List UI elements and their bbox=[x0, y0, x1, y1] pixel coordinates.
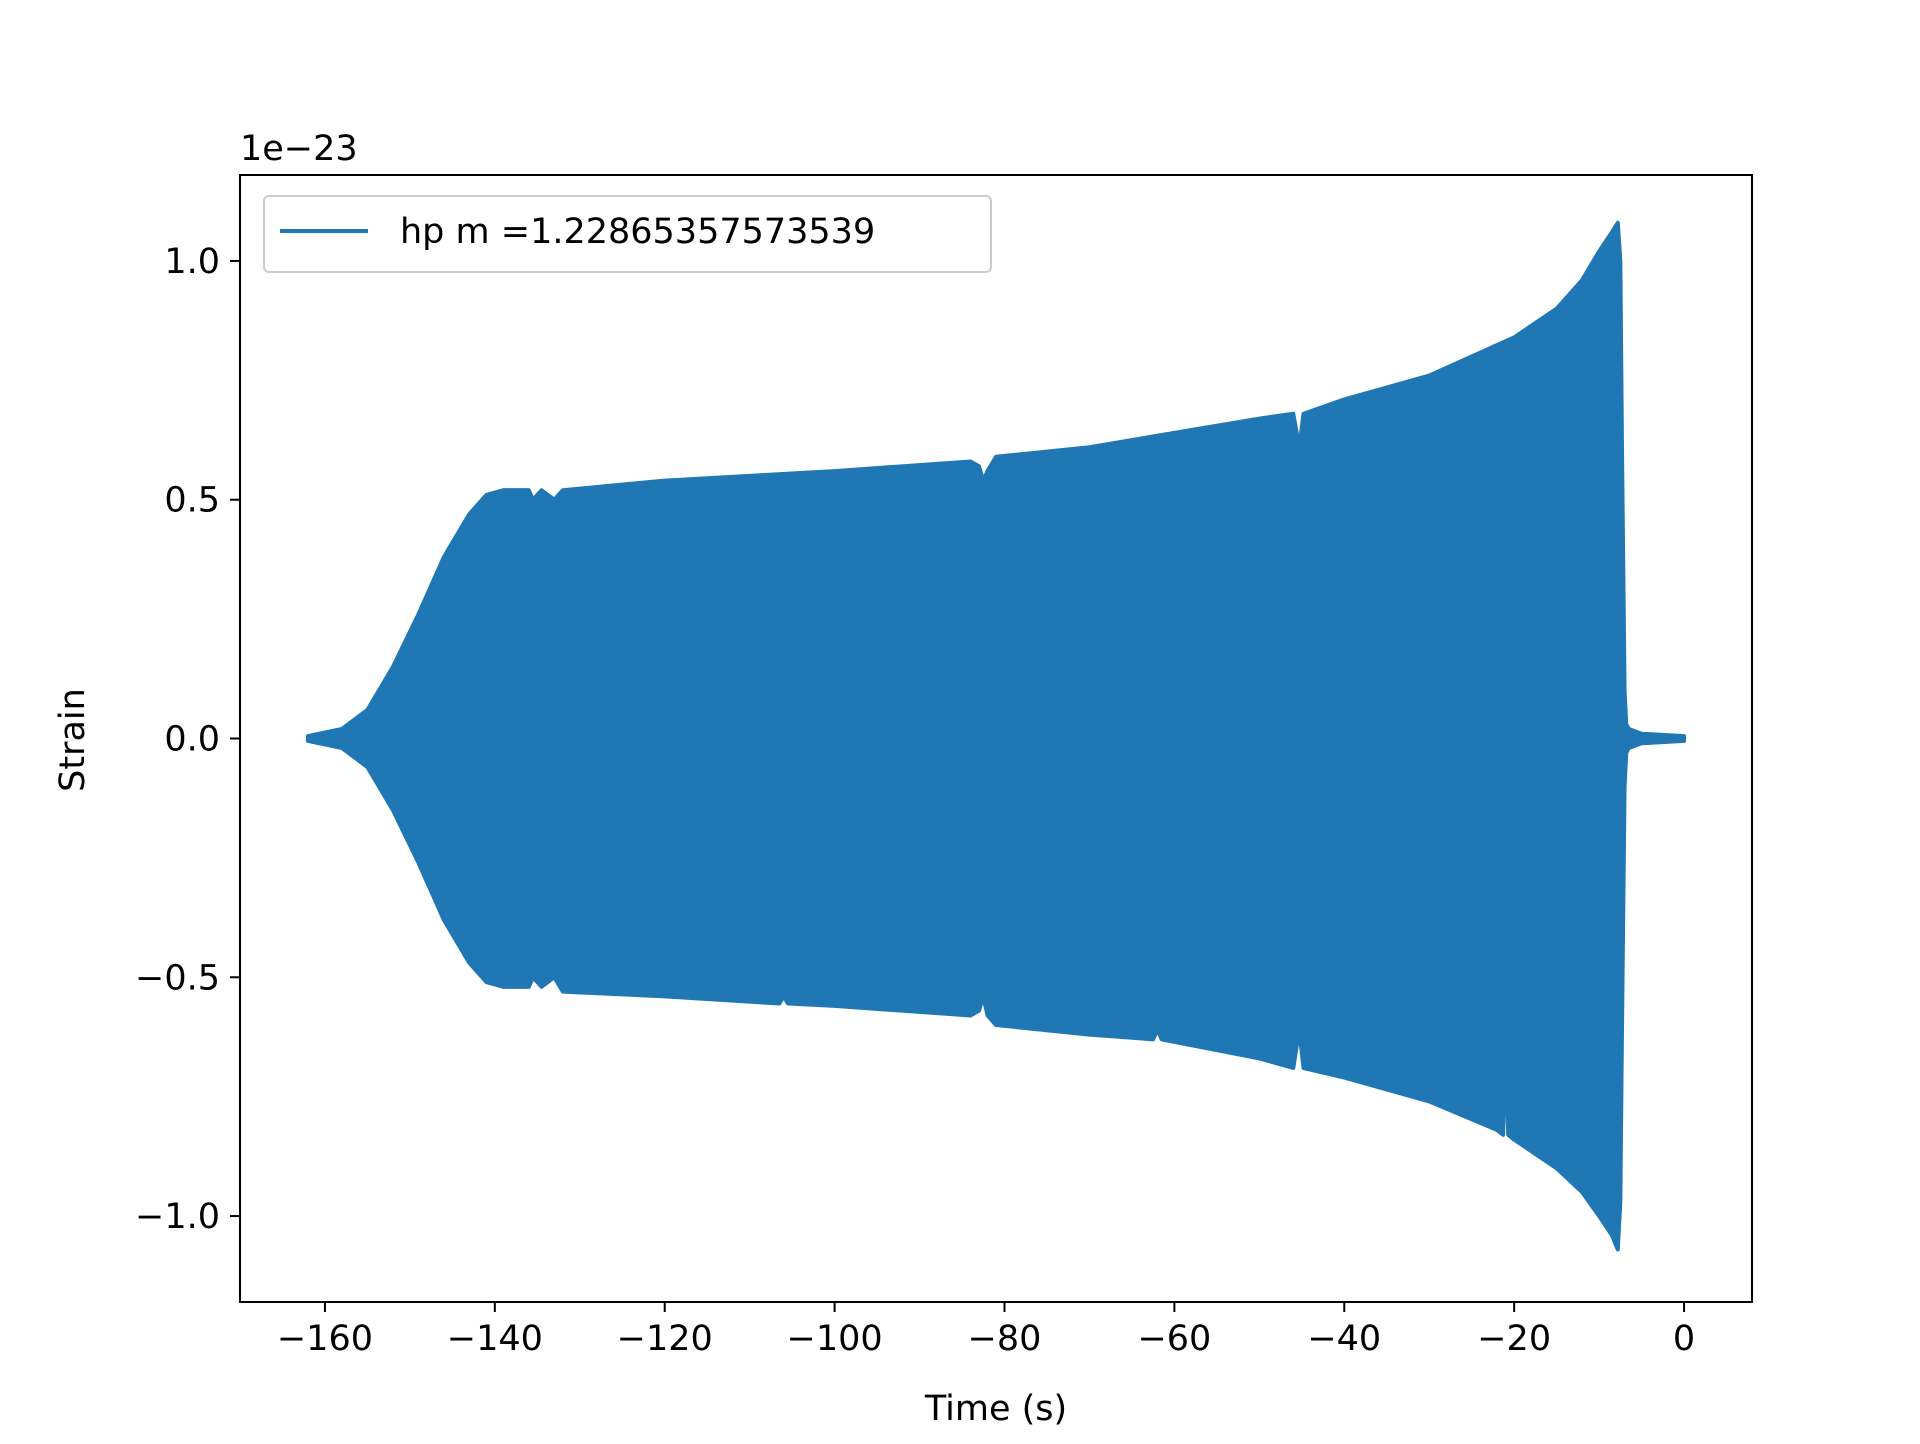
y-axis-label: Strain bbox=[53, 688, 93, 792]
series-waveform bbox=[305, 220, 1687, 1252]
legend-entry-label: hp m =1.22865357573539 bbox=[400, 212, 875, 252]
y-tick-label: 1.0 bbox=[164, 242, 220, 282]
y-axis-ticks: −1.0 −0.5 0.0 0.5 1.0 bbox=[135, 242, 240, 1237]
x-tick-label: −160 bbox=[277, 1319, 373, 1359]
x-tick-label: 0 bbox=[1673, 1319, 1695, 1359]
x-tick-label: −20 bbox=[1477, 1319, 1551, 1359]
x-tick-label: −60 bbox=[1137, 1319, 1211, 1359]
legend-box bbox=[263, 195, 992, 273]
plot-area bbox=[239, 174, 1753, 1303]
x-axis-label: Time (s) bbox=[924, 1389, 1067, 1429]
axis-offset-label: 1e−23 bbox=[240, 129, 358, 169]
x-tick-label: −140 bbox=[447, 1319, 543, 1359]
x-tick-label: −40 bbox=[1307, 1319, 1381, 1359]
x-axis-ticks: −160 −140 −120 −100 −80 −60 −40 −20 0 bbox=[277, 1302, 1695, 1359]
legend: hp m =1.22865357573539 bbox=[263, 195, 992, 273]
x-tick-label: −100 bbox=[787, 1319, 883, 1359]
x-tick-label: −120 bbox=[617, 1319, 713, 1359]
y-tick-label: 0.0 bbox=[164, 720, 220, 760]
series-layer bbox=[305, 220, 1687, 1252]
y-tick-label: −1.0 bbox=[135, 1197, 220, 1237]
y-tick-label: 0.5 bbox=[164, 481, 220, 521]
y-tick-label: −0.5 bbox=[135, 958, 220, 998]
x-tick-label: −80 bbox=[968, 1319, 1042, 1359]
